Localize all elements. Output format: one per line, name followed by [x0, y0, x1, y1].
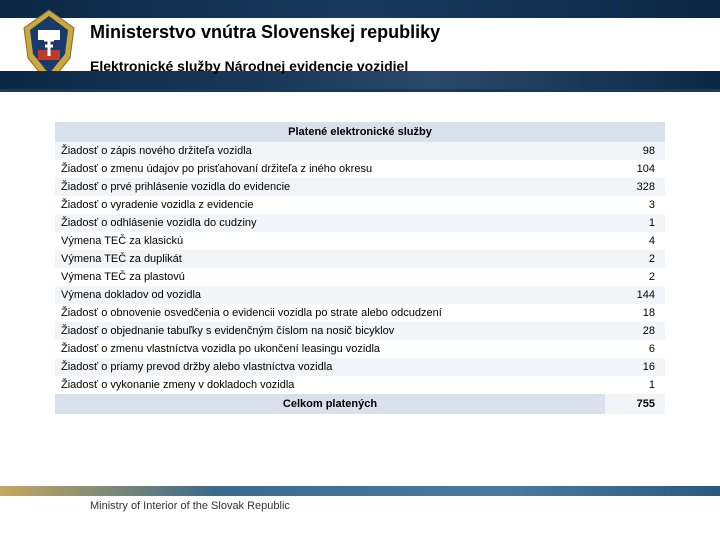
table-footer-value: 755: [605, 394, 665, 414]
header-stripe-top: [0, 0, 720, 18]
row-value: 328: [605, 178, 665, 196]
row-label: Výmena TEČ za duplikát: [55, 250, 605, 268]
row-value: 6: [605, 340, 665, 358]
table-footer-label: Celkom platených: [55, 394, 605, 414]
table-row: Výmena TEČ za plastovú2: [55, 268, 665, 286]
row-label: Výmena TEČ za klasickú: [55, 232, 605, 250]
table-row: Žiadosť o zmenu vlastníctva vozidla po u…: [55, 340, 665, 358]
row-label: Žiadosť o zápis nového držiteľa vozidla: [55, 142, 605, 160]
page-title: Ministerstvo vnútra Slovenskej republiky: [90, 22, 440, 43]
row-value: 16: [605, 358, 665, 376]
footer: Ministry of Interior of the Slovak Repub…: [0, 486, 720, 518]
row-label: Žiadosť o vyradenie vozidla z evidencie: [55, 196, 605, 214]
table-row: Žiadosť o prvé prihlásenie vozidla do ev…: [55, 178, 665, 196]
table-row: Žiadosť o objednanie tabuľky s evidenčný…: [55, 322, 665, 340]
row-label: Žiadosť o zmenu vlastníctva vozidla po u…: [55, 340, 605, 358]
table-row: Žiadosť o zápis nového držiteľa vozidla9…: [55, 142, 665, 160]
table-row: Výmena dokladov od vozidla144: [55, 286, 665, 304]
row-value: 3: [605, 196, 665, 214]
table-row: Žiadosť o obnovenie osvedčenia o evidenc…: [55, 304, 665, 322]
content-area: Platené elektronické služby Žiadosť o zá…: [0, 92, 720, 414]
row-label: Výmena dokladov od vozidla: [55, 286, 605, 304]
row-value: 1: [605, 376, 665, 394]
table-row: Žiadosť o vykonanie zmeny v dokladoch vo…: [55, 376, 665, 394]
row-label: Žiadosť o prvé prihlásenie vozidla do ev…: [55, 178, 605, 196]
row-value: 104: [605, 160, 665, 178]
header: Ministerstvo vnútra Slovenskej republiky…: [0, 0, 720, 92]
row-value: 18: [605, 304, 665, 322]
table-row: Žiadosť o zmenu údajov po prisťahovaní d…: [55, 160, 665, 178]
services-table: Platené elektronické služby Žiadosť o zá…: [55, 122, 665, 414]
row-label: Výmena TEČ za plastovú: [55, 268, 605, 286]
row-label: Žiadosť o odhlásenie vozidla do cudziny: [55, 214, 605, 232]
row-value: 98: [605, 142, 665, 160]
row-value: 144: [605, 286, 665, 304]
row-label: Žiadosť o priamy prevod držby alebo vlas…: [55, 358, 605, 376]
row-value: 2: [605, 268, 665, 286]
page-subtitle: Elektronické služby Národnej evidencie v…: [90, 58, 408, 74]
row-label: Žiadosť o objednanie tabuľky s evidenčný…: [55, 322, 605, 340]
footer-text: Ministry of Interior of the Slovak Repub…: [90, 500, 290, 512]
footer-bar: [0, 486, 720, 496]
row-value: 1: [605, 214, 665, 232]
table-row: Výmena TEČ za klasickú4: [55, 232, 665, 250]
row-value: 4: [605, 232, 665, 250]
table-header: Platené elektronické služby: [55, 122, 665, 142]
table-row: Žiadosť o priamy prevod držby alebo vlas…: [55, 358, 665, 376]
row-label: Žiadosť o vykonanie zmeny v dokladoch vo…: [55, 376, 605, 394]
table-row: Žiadosť o odhlásenie vozidla do cudziny1: [55, 214, 665, 232]
table-row: Žiadosť o vyradenie vozidla z evidencie3: [55, 196, 665, 214]
row-value: 28: [605, 322, 665, 340]
table-row: Výmena TEČ za duplikát2: [55, 250, 665, 268]
row-label: Žiadosť o obnovenie osvedčenia o evidenc…: [55, 304, 605, 322]
row-label: Žiadosť o zmenu údajov po prisťahovaní d…: [55, 160, 605, 178]
row-value: 2: [605, 250, 665, 268]
